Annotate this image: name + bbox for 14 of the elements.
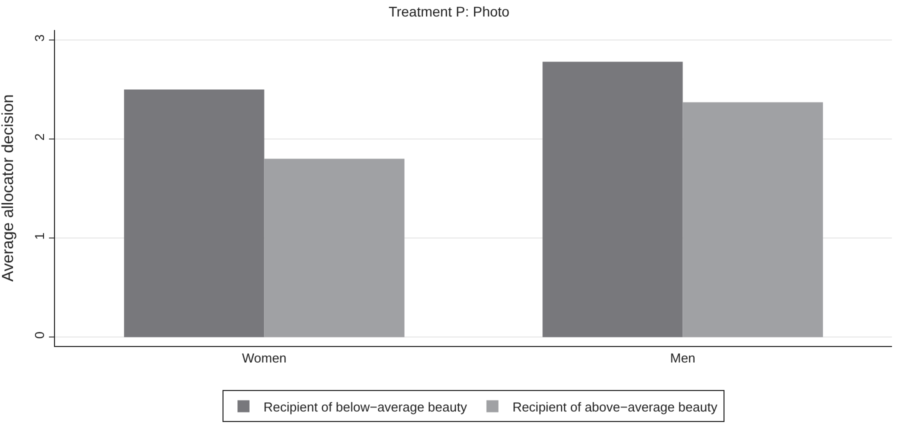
bar — [542, 62, 683, 338]
y-tick-label: 3 — [32, 34, 47, 42]
y-tick-label: 0 — [32, 332, 47, 339]
chart-title: Treatment P: Photo — [388, 3, 510, 20]
y-axis-title: Average allocator decision — [0, 94, 17, 282]
legend-label: Recipient of below−average beauty — [264, 399, 468, 414]
legend-label: Recipient of above−average beauty — [512, 399, 718, 414]
y-tick-label: 2 — [32, 133, 47, 141]
x-tick-label: Men — [670, 350, 696, 366]
y-tick-label: 1 — [32, 232, 47, 240]
x-tick-label: Women — [242, 350, 287, 366]
bar — [682, 102, 823, 338]
bar — [124, 89, 264, 338]
bar — [264, 158, 404, 338]
